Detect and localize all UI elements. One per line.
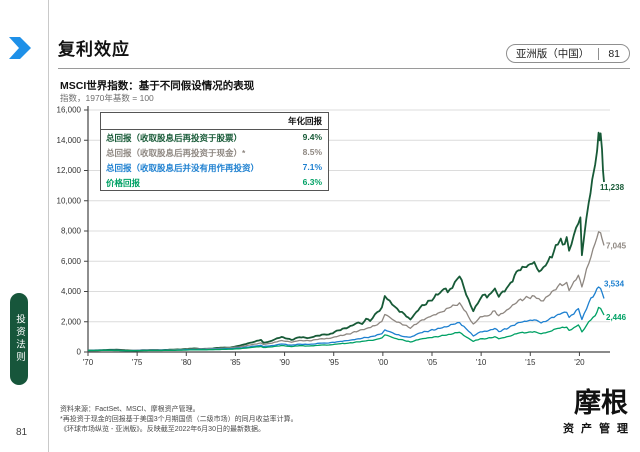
legend-row-total-return-equities: 总回报（收取股息后再投资于股票） 9.4% bbox=[101, 130, 328, 145]
section-tab-investment-principles: 投资法则 bbox=[10, 293, 28, 385]
y-tick-label: 0 bbox=[77, 348, 82, 357]
x-tick-label: '00 bbox=[378, 358, 389, 367]
legend-label: 总回报（收取股息后再投资于股票） bbox=[106, 132, 243, 143]
legend-header: 年化回报 bbox=[101, 113, 328, 130]
x-tick-label: '05 bbox=[427, 358, 438, 367]
y-tick-label: 16,000 bbox=[57, 106, 82, 115]
left-margin-divider bbox=[48, 0, 49, 452]
series-end-label: 3,534 bbox=[604, 280, 625, 289]
y-tick-label: 14,000 bbox=[57, 136, 82, 145]
series-line-3 bbox=[87, 306, 605, 352]
header-rule bbox=[58, 68, 630, 69]
x-tick-label: '85 bbox=[230, 358, 241, 367]
edition-label: 亚洲版（中国） bbox=[515, 48, 590, 60]
y-tick-label: 6,000 bbox=[61, 257, 82, 266]
chart-subtitle: 指数，1970年基数 = 100 bbox=[60, 93, 154, 103]
x-tick-label: '95 bbox=[328, 358, 339, 367]
accent-arrow-icon bbox=[8, 36, 32, 60]
series-end-label: 7,045 bbox=[606, 241, 627, 250]
page-number: 81 bbox=[16, 427, 28, 438]
chart-legend: 年化回报 总回报（收取股息后再投资于股票） 9.4% 总回报（收取股息后再投资于… bbox=[100, 112, 329, 191]
brand-logo: 摩根 资产管理 bbox=[563, 388, 628, 436]
x-tick-label: '20 bbox=[574, 358, 585, 367]
legend-value: 9.4% bbox=[302, 131, 322, 142]
legend-row-price-return: 价格回报 6.3% bbox=[101, 175, 328, 190]
x-tick-label: '15 bbox=[525, 358, 536, 367]
y-tick-label: 12,000 bbox=[57, 166, 82, 175]
legend-row-total-return-cash: 总回报（收取股息后再投资于现金）* 8.5% bbox=[101, 145, 328, 160]
page-title: 复利效应 bbox=[58, 40, 130, 59]
source-line: 《环球市场纵览 ­- 亚洲版》。反映截至2022年6月30日的最新数据。 bbox=[60, 425, 265, 433]
legend-value: 7.1% bbox=[302, 161, 322, 172]
source-line: *再投资于现金的回报基于美国3个月期国债（二级市场）的同月收益率计算。 bbox=[60, 415, 298, 423]
source-note: 资料来源：FactSet、MSCI、摩根资产管理。 *再投资于现金的回报基于美国… bbox=[60, 405, 298, 434]
legend-value: 8.5% bbox=[302, 146, 322, 157]
y-tick-label: 2,000 bbox=[61, 317, 82, 326]
brand-logo-sub: 资产管理 bbox=[563, 423, 635, 436]
x-tick-label: '90 bbox=[279, 358, 290, 367]
legend-label: 价格回报 bbox=[106, 177, 141, 188]
x-tick-label: '80 bbox=[181, 358, 192, 367]
section-tab-label: 投资法则 bbox=[14, 314, 25, 364]
x-tick-label: '75 bbox=[132, 358, 143, 367]
legend-value: 6.3% bbox=[302, 176, 322, 187]
legend-label: 总回报（收取股息后并没有用作再投资） bbox=[106, 162, 260, 173]
x-tick-label: '10 bbox=[476, 358, 487, 367]
series-end-label: 2,446 bbox=[606, 313, 627, 322]
legend-label: 总回报（收取股息后再投资于现金）* bbox=[106, 147, 246, 158]
chart-title: MSCI世界指数：基于不同假设情况的表现 bbox=[60, 80, 255, 92]
source-line: 资料来源：FactSet、MSCI、摩根资产管理。 bbox=[60, 406, 200, 413]
x-tick-label: '70 bbox=[83, 358, 94, 367]
y-tick-label: 10,000 bbox=[57, 196, 82, 205]
y-tick-label: 4,000 bbox=[61, 287, 82, 296]
edition-badge: 亚洲版（中国） 81 bbox=[505, 44, 630, 63]
brand-logo-main: 摩根 bbox=[574, 388, 628, 419]
series-end-label: 11,238 bbox=[600, 183, 625, 192]
edition-page-number: 81 bbox=[598, 47, 629, 60]
legend-row-no-reinvest: 总回报（收取股息后并没有用作再投资） 7.1% bbox=[101, 160, 328, 175]
y-tick-label: 8,000 bbox=[61, 227, 82, 236]
